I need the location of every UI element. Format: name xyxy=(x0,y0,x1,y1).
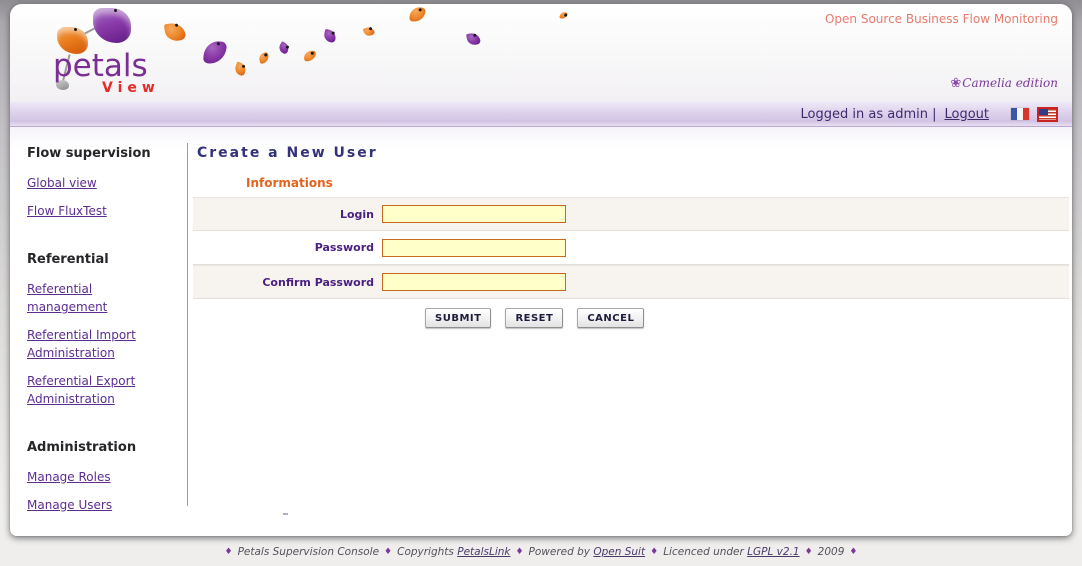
petal-icon xyxy=(466,31,481,47)
diamond-separator: ♦ xyxy=(515,547,524,557)
edition-label: ❀Camelia edition xyxy=(950,76,1058,91)
brand-name: petals xyxy=(53,48,148,84)
password-label: Password xyxy=(314,241,374,254)
form-buttons: SUBMIT RESET CANCEL xyxy=(425,308,1069,328)
petal-icon xyxy=(277,41,291,55)
open-suit-link[interactable]: Open Suit xyxy=(593,546,646,558)
form-row-login: Login xyxy=(193,197,1069,231)
sidebar-item-manage-roles[interactable]: Manage Roles xyxy=(27,470,111,484)
reset-button[interactable]: RESET xyxy=(505,308,564,328)
petals-logo: petals View xyxy=(45,4,185,102)
petalslink-link[interactable]: PetalsLink xyxy=(457,546,511,558)
camelia-flower-icon: ❀ xyxy=(950,76,962,91)
submit-button[interactable]: SUBMIT xyxy=(425,308,492,328)
app-tagline: Open Source Business Flow Monitoring xyxy=(824,12,1058,26)
page-footer: ♦ Petals Supervision Console ♦ Copyright… xyxy=(0,540,1082,564)
confirm-password-input[interactable] xyxy=(382,273,566,291)
diamond-separator: ♦ xyxy=(224,547,233,557)
header: petals View Open Source Business Flow Mo… xyxy=(10,4,1072,102)
petal-icon xyxy=(233,61,248,77)
logout-link[interactable]: Logout xyxy=(944,106,989,122)
sidebar-item-referential-management[interactable]: Referential management xyxy=(27,282,108,314)
sidebar-item-flow-fluxtest[interactable]: Flow FluxTest xyxy=(27,204,107,218)
login-label: Login xyxy=(339,207,374,221)
footer-text: Licenced under LGPL v2.1 xyxy=(663,546,800,558)
sidebar-item-referential-import[interactable]: Referential Import Administration xyxy=(27,328,136,360)
footer-text: Petals Supervision Console xyxy=(237,546,380,558)
footer-text: Powered by Open Suit xyxy=(528,546,646,558)
footer-text: 2009 xyxy=(817,546,845,558)
diamond-separator: ♦ xyxy=(650,547,659,557)
decorative-dash xyxy=(283,513,288,515)
sidebar-item-manage-users[interactable]: Manage Users xyxy=(27,498,113,512)
diamond-separator: ♦ xyxy=(384,547,393,557)
sidebar-item-referential-export[interactable]: Referential Export Administration xyxy=(27,374,136,406)
petal-icon xyxy=(409,6,426,23)
sidebar-divider xyxy=(187,143,188,506)
brand-subtitle: View xyxy=(102,80,160,96)
password-input[interactable] xyxy=(382,238,566,257)
french-flag-icon[interactable] xyxy=(1011,108,1029,120)
petal-icon xyxy=(559,11,568,20)
confirm-password-label: Confirm Password xyxy=(262,275,374,289)
us-flag-icon[interactable] xyxy=(1037,106,1058,122)
petal-icon xyxy=(322,28,338,44)
cancel-button[interactable]: CANCEL xyxy=(577,308,645,328)
diamond-separator: ♦ xyxy=(804,547,813,557)
logo-bud-icon xyxy=(56,80,69,90)
app-window: petals View Open Source Business Flow Mo… xyxy=(10,4,1072,536)
sidebar-item-global-view[interactable]: Global view xyxy=(27,176,97,190)
footer-text: Copyrights PetalsLink xyxy=(397,546,511,558)
content-area: Flow supervision Global view Flow FluxTe… xyxy=(10,127,1072,536)
sidebar-nav: Flow supervision Global view Flow FluxTe… xyxy=(10,127,187,536)
petal-icon xyxy=(362,25,376,38)
logged-in-text: Logged in as admin | xyxy=(800,106,937,122)
form-section-title: Informations xyxy=(246,176,333,190)
form-row-confirm-password: Confirm Password xyxy=(193,265,1069,299)
petal-icon xyxy=(303,50,317,62)
lgpl-link[interactable]: LGPL v2.1 xyxy=(747,546,800,558)
user-bar: Logged in as admin | Logout xyxy=(10,102,1072,127)
diamond-separator: ♦ xyxy=(849,547,858,557)
form-row-password: Password xyxy=(193,231,1069,265)
sidebar-section-referential: Referential xyxy=(27,252,109,267)
petal-icon xyxy=(257,51,271,65)
login-input[interactable] xyxy=(382,205,566,223)
petal-icon xyxy=(93,8,131,43)
sidebar-section-administration: Administration xyxy=(27,440,137,455)
main-panel: Create a New User Informations Login Pas… xyxy=(187,127,1072,536)
petal-icon xyxy=(202,39,228,66)
page-title: Create a New User xyxy=(197,145,378,161)
sidebar-section-flow-supervision: Flow supervision xyxy=(27,146,151,161)
